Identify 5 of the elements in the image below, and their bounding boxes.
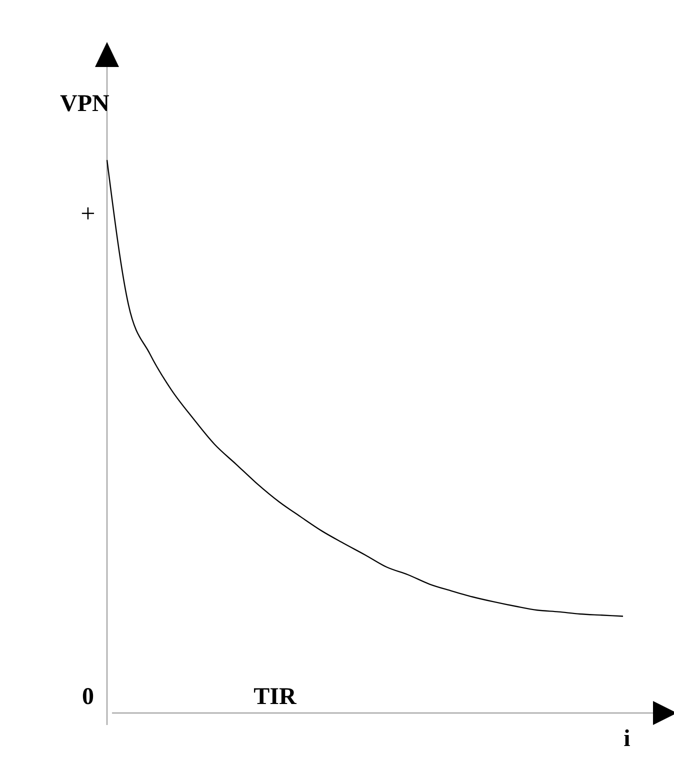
text: 0 xyxy=(82,684,94,710)
annotation: TIR xyxy=(254,684,298,710)
x-axis-title: i xyxy=(624,726,631,752)
y-axis-title: VPN xyxy=(60,91,110,117)
text: + xyxy=(80,199,96,228)
